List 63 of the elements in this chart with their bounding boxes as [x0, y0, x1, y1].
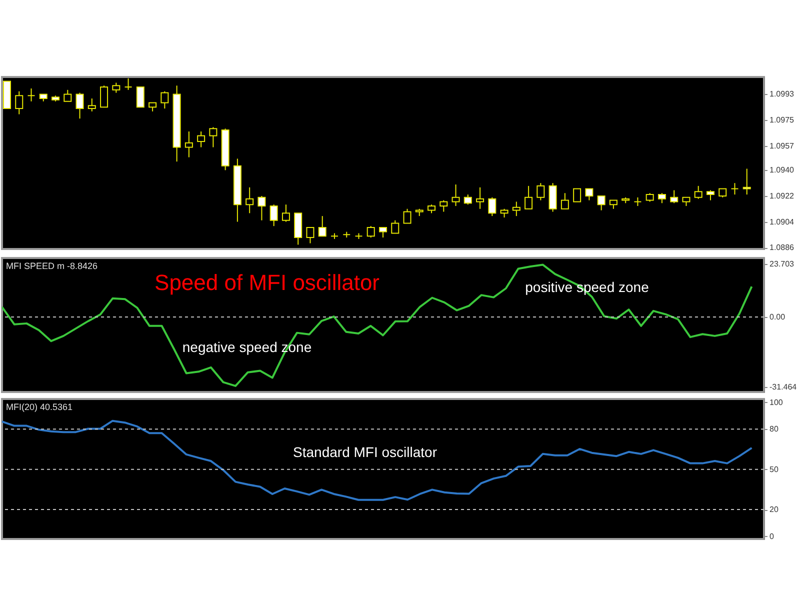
candlestick [548, 182, 557, 212]
y-tick-label: 1.0957 [770, 141, 795, 150]
chart-title: MFI(20) 40.5361 [6, 402, 73, 412]
candlestick [197, 130, 206, 148]
candlestick [670, 190, 678, 204]
candlestick [512, 201, 520, 217]
candlestick [76, 92, 84, 120]
line-series [2, 264, 753, 387]
candlestick [730, 182, 739, 196]
annotation: Speed of MFI oscillator [154, 270, 380, 295]
candlestick [306, 227, 314, 244]
y-tick-label: 0.00 [770, 312, 786, 322]
candlestick [391, 220, 400, 234]
candlestick [184, 130, 193, 158]
candlestick [270, 204, 278, 227]
y-tick-label: 1.0975 [770, 116, 795, 124]
y-tick-label: 20 [770, 505, 779, 514]
candlestick [112, 82, 120, 94]
y-tick-label: 1.0993 [770, 90, 795, 99]
candlestick [27, 88, 36, 102]
candlestick [524, 185, 533, 210]
y-tick-label: 1.0886 [770, 243, 795, 252]
candlestick [694, 185, 702, 200]
candlestick [124, 78, 132, 90]
candlestick [573, 188, 582, 202]
y-tick-label: 100 [770, 398, 784, 407]
candlestick [379, 227, 387, 238]
candlestick [560, 192, 569, 210]
candlestick [403, 208, 412, 224]
y-tick-label: 50 [770, 464, 779, 474]
candlestick [64, 89, 72, 102]
candlestick [488, 196, 496, 217]
y-tick-label: 1.0904 [770, 217, 795, 226]
candlestick [88, 98, 96, 112]
candlestick [15, 90, 24, 115]
candlestick [440, 200, 448, 212]
candlestick [706, 190, 714, 201]
candlestick [585, 188, 594, 201]
y-tick-label: 0 [770, 532, 774, 541]
annotation: Standard MFI oscillator [293, 444, 438, 460]
candlestick [246, 186, 254, 214]
y-tick-label: 23.703 [770, 260, 795, 269]
chart-title: MFI SPEED m -8.8426 [6, 261, 98, 271]
candlestick [464, 194, 472, 206]
line-series [2, 420, 753, 501]
y-tick-label: 1.0940 [770, 166, 795, 175]
candlestick [476, 186, 484, 210]
candlestick [136, 86, 144, 108]
candlestick [318, 216, 326, 237]
candlestick [160, 90, 169, 110]
candlestick [742, 168, 751, 196]
candlestick [282, 204, 290, 222]
candlestick [658, 192, 666, 204]
y-tick-label: 1.0922 [770, 191, 795, 200]
candlestick [597, 195, 606, 211]
y-tick-label: -31.464 [770, 382, 798, 392]
candlestick [536, 182, 545, 201]
candlestick [209, 126, 218, 148]
candlestick [366, 226, 375, 238]
candlestick [100, 85, 108, 108]
candlestick [452, 184, 460, 206]
candlestick [258, 195, 266, 221]
y-tick-label: 80 [770, 424, 779, 434]
